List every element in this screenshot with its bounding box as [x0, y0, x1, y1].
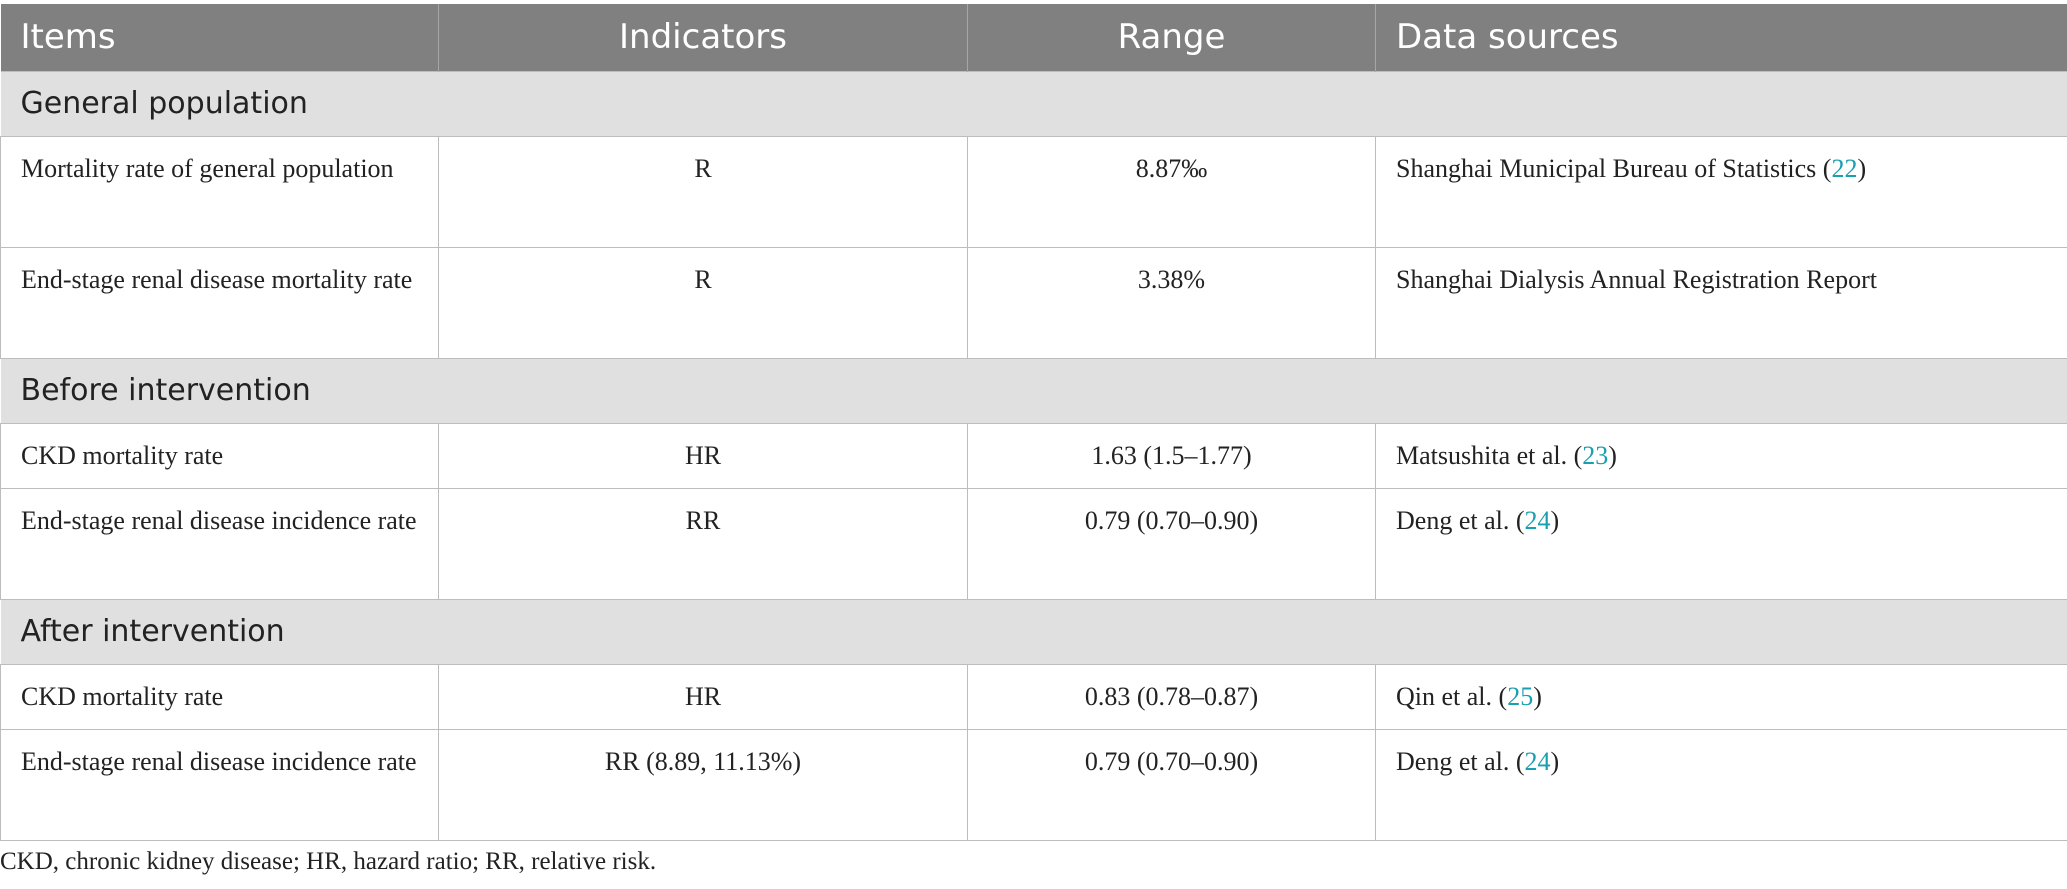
- reference-link[interactable]: 23: [1582, 440, 1609, 470]
- cell-item: CKD mortality rate: [0, 422, 439, 489]
- cell-source: Deng et al. (24): [1375, 728, 2067, 841]
- source-text: Shanghai Dialysis Annual Registration Re…: [1396, 264, 1877, 294]
- table-row: End-stage renal disease incidence rate R…: [0, 487, 2067, 600]
- section-title: Before intervention: [0, 357, 2067, 424]
- cell-indicator: RR (8.89, 11.13%): [438, 728, 968, 841]
- cell-range: 3.38%: [967, 246, 1376, 359]
- source-text: Qin et al. (: [1396, 681, 1508, 711]
- reference-link[interactable]: 22: [1831, 153, 1858, 183]
- cell-item: CKD mortality rate: [0, 663, 439, 730]
- table-row: CKD mortality rate HR 1.63 (1.5–1.77) Ma…: [0, 422, 2067, 489]
- header-range: Range: [967, 4, 1376, 71]
- cell-range: 0.79 (0.70–0.90): [967, 728, 1376, 841]
- source-text: Shanghai Municipal Bureau of Statistics …: [1396, 153, 1832, 183]
- table-row: End-stage renal disease incidence rate R…: [0, 728, 2067, 841]
- cell-indicator: HR: [438, 663, 968, 730]
- header-data-sources: Data sources: [1375, 4, 2067, 71]
- reference-link[interactable]: 24: [1524, 746, 1551, 776]
- table-row: Mortality rate of general population R 8…: [0, 135, 2067, 248]
- section-row-after-intervention: After intervention: [0, 598, 2067, 665]
- cell-range: 1.63 (1.5–1.77): [967, 422, 1376, 489]
- reference-link[interactable]: 24: [1524, 505, 1551, 535]
- parameters-table: Items Indicators Range Data sources Gene…: [0, 4, 2067, 841]
- reference-link[interactable]: 25: [1507, 681, 1534, 711]
- header-indicators: Indicators: [438, 4, 968, 71]
- section-title: After intervention: [0, 598, 2067, 665]
- source-close: ): [1550, 505, 1560, 535]
- source-text: Matsushita et al. (: [1396, 440, 1583, 470]
- parameters-table-container: Items Indicators Range Data sources Gene…: [0, 4, 2067, 841]
- cell-source: Deng et al. (24): [1375, 487, 2067, 600]
- table-row: CKD mortality rate HR 0.83 (0.78–0.87) Q…: [0, 663, 2067, 730]
- cell-indicator: R: [438, 135, 968, 248]
- table-row: End-stage renal disease mortality rate R…: [0, 246, 2067, 359]
- section-title: General population: [0, 70, 2067, 137]
- cell-item: End-stage renal disease incidence rate: [0, 487, 439, 600]
- table-footnote: CKD, chronic kidney disease; HR, hazard …: [0, 848, 657, 875]
- cell-source: Matsushita et al. (23): [1375, 422, 2067, 489]
- cell-item: End-stage renal disease incidence rate: [0, 728, 439, 841]
- cell-indicator: HR: [438, 422, 968, 489]
- cell-range: 8.87‰: [967, 135, 1376, 248]
- cell-source: Shanghai Dialysis Annual Registration Re…: [1375, 246, 2067, 359]
- cell-item: End-stage renal disease mortality rate: [0, 246, 439, 359]
- cell-indicator: RR: [438, 487, 968, 600]
- cell-source: Qin et al. (25): [1375, 663, 2067, 730]
- section-row-before-intervention: Before intervention: [0, 357, 2067, 424]
- cell-item: Mortality rate of general population: [0, 135, 439, 248]
- header-items: Items: [0, 4, 439, 71]
- cell-source: Shanghai Municipal Bureau of Statistics …: [1375, 135, 2067, 248]
- source-close: ): [1608, 440, 1617, 470]
- source-close: ): [1533, 681, 1542, 711]
- source-text: Deng et al. (: [1396, 746, 1525, 776]
- cell-indicator: R: [438, 246, 968, 359]
- section-row-general-population: General population: [0, 70, 2067, 137]
- source-close: ): [1857, 153, 1867, 183]
- cell-range: 0.83 (0.78–0.87): [967, 663, 1376, 730]
- cell-range: 0.79 (0.70–0.90): [967, 487, 1376, 600]
- table-header-row: Items Indicators Range Data sources: [0, 4, 2067, 71]
- source-text: Deng et al. (: [1396, 505, 1525, 535]
- source-close: ): [1550, 746, 1560, 776]
